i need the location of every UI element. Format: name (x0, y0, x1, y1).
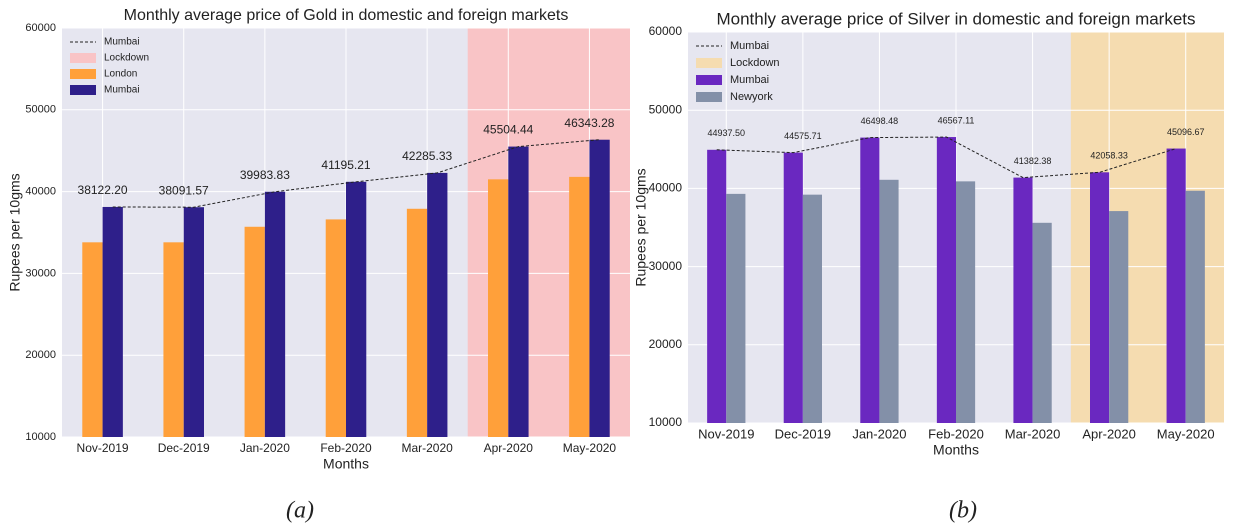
legend-swatch (70, 53, 96, 63)
x-tick-label: Nov-2019 (698, 426, 754, 441)
x-tick-label: Jan-2020 (240, 441, 290, 455)
y-axis-label: Rupees per 10gms (7, 173, 23, 291)
value-label: 45504.44 (483, 123, 533, 137)
y-tick-label: 60000 (649, 24, 683, 38)
bar (264, 191, 286, 437)
bar (956, 181, 976, 423)
legend-swatch (696, 92, 722, 102)
value-label: 42285.33 (402, 149, 452, 163)
legend-label: Mumbai (104, 37, 140, 48)
bar (346, 181, 367, 437)
x-tick-label: Apr-2020 (1082, 426, 1135, 441)
y-tick-label: 50000 (649, 102, 683, 116)
legend-label: London (104, 69, 137, 80)
legend-swatch (696, 75, 722, 85)
bar (860, 137, 880, 423)
bar (102, 206, 123, 437)
y-tick-label: 30000 (649, 259, 683, 273)
chart-title: Monthly average price of Silver in domes… (716, 9, 1195, 28)
chart-title: Monthly average price of Gold in domesti… (124, 7, 569, 24)
bar (325, 219, 346, 437)
legend-label: Newyork (730, 91, 773, 103)
value-label: 46567.11 (938, 115, 975, 125)
x-tick-label: Feb-2020 (320, 441, 372, 455)
x-tick-label: Dec-2019 (775, 426, 831, 441)
value-label: 38122.20 (78, 183, 128, 197)
bar (802, 194, 822, 423)
y-tick-label: 60000 (25, 22, 56, 34)
bar (783, 152, 803, 423)
x-axis-label: Months (323, 456, 369, 472)
value-label: 41382.38 (1014, 156, 1052, 166)
y-tick-label: 20000 (649, 337, 683, 351)
legend-swatch (696, 58, 722, 68)
x-tick-label: May-2020 (1157, 426, 1215, 441)
x-tick-label: Mar-2020 (401, 441, 453, 455)
line (112, 139, 600, 208)
value-label: 46498.48 (861, 116, 899, 126)
line (716, 136, 1177, 179)
value-label: 44575.71 (784, 131, 822, 141)
y-tick-label: 40000 (25, 186, 56, 198)
legend-label: Mumbai (104, 85, 140, 96)
x-axis-label: Months (933, 442, 979, 458)
bar (1032, 222, 1052, 423)
y-tick-label: 10000 (649, 415, 683, 429)
bar (707, 149, 727, 423)
bar (936, 137, 956, 423)
value-label: 39983.83 (240, 168, 290, 182)
bar (82, 242, 103, 437)
value-label: 44937.50 (708, 128, 746, 138)
value-label: 38091.57 (159, 183, 209, 197)
bar (488, 179, 509, 437)
bar (1013, 177, 1033, 423)
y-tick-label: 40000 (649, 181, 683, 195)
bar (726, 193, 746, 423)
x-tick-label: May-2020 (563, 441, 617, 455)
bar (244, 226, 265, 437)
legend-swatch (70, 85, 96, 95)
legend-label: Lockdown (104, 53, 149, 64)
bar (589, 139, 610, 437)
x-tick-label: Feb-2020 (928, 426, 984, 441)
x-tick-label: Jan-2020 (852, 426, 906, 441)
bar (1185, 190, 1205, 423)
bar (1090, 172, 1110, 423)
x-tick-label: Apr-2020 (484, 441, 534, 455)
bar (427, 172, 448, 437)
bar (879, 179, 899, 423)
y-axis-label: Rupees per 10gms (633, 168, 649, 286)
y-tick-label: 50000 (25, 104, 56, 116)
y-tick-label: 30000 (25, 267, 56, 279)
legend-label: Mumbai (730, 40, 769, 52)
caption: (a) (286, 498, 314, 524)
value-label: 46343.28 (564, 116, 614, 130)
caption: (b) (949, 498, 977, 524)
bar (406, 208, 428, 437)
value-label: 45096.67 (1167, 127, 1205, 137)
bar (1166, 148, 1186, 423)
bar (1109, 211, 1129, 423)
legend-label: Mumbai (730, 74, 769, 86)
x-tick-label: Mar-2020 (1005, 426, 1061, 441)
legend-label: Lockdown (730, 57, 780, 69)
y-tick-label: 10000 (25, 431, 56, 443)
bar (163, 242, 184, 437)
x-tick-label: Dec-2019 (158, 441, 210, 455)
bar (569, 176, 590, 437)
x-tick-label: Nov-2019 (77, 441, 129, 455)
y-tick-label: 20000 (25, 349, 56, 361)
legend-swatch (70, 69, 96, 79)
bar (508, 146, 529, 438)
value-label: 41195.21 (321, 158, 370, 172)
value-label: 42058.33 (1090, 151, 1128, 161)
bar (183, 207, 204, 437)
